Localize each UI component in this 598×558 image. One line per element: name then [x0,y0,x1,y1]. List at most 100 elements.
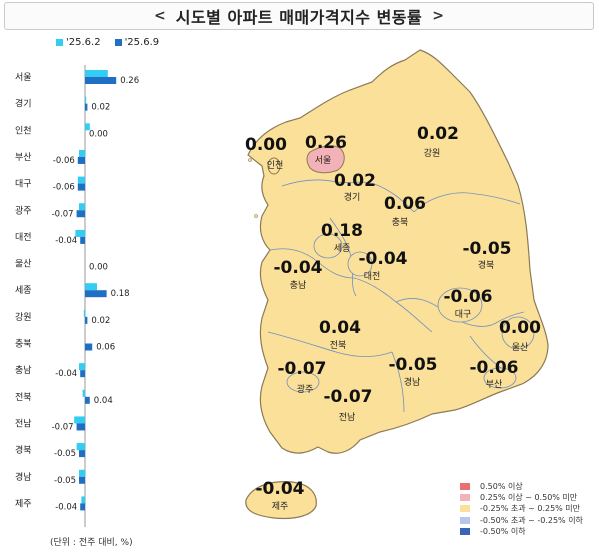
category-label: 전북 [15,392,32,403]
data-label: -0.07 [52,209,74,219]
islet-shape [248,158,252,162]
region-name: 부산 [486,379,503,390]
category-label: 경기 [15,98,32,110]
map-legend-item: -0.25% 초과 ~ 0.25% 미만 [460,503,583,514]
legend-item-curr: '25.6.9 [114,37,160,48]
bar-prev [75,229,85,237]
data-label: 0.02 [91,316,110,326]
data-label: -0.06 [53,156,75,166]
region-name: 서울 [315,155,332,166]
region-value: 0.04 [319,318,361,338]
bar-prev [85,96,87,104]
region-name: 전북 [330,340,347,351]
region-name: 경남 [404,376,421,388]
sejong-shape [313,233,343,259]
region-value: -0.04 [274,258,323,278]
data-label: -0.04 [55,369,77,379]
category-label: 대전 [15,232,32,243]
region-value: -0.05 [389,355,438,375]
category-label: 광주 [15,204,32,216]
map-legend-swatch [460,483,470,491]
region-value: -0.04 [256,479,305,499]
bar-curr [85,103,88,111]
region-value: -0.07 [324,387,373,407]
province-border [267,331,393,357]
province-border [269,248,433,333]
legend-item-prev: '25.6.2 [56,37,101,48]
region-value: 0.06 [384,194,426,214]
legend-label-curr: '25.6.9 [124,37,160,48]
map-legend-item: 0.50% 이상 [460,481,583,492]
bar-curr [85,290,107,298]
map-legend-swatch [460,516,470,524]
bar-prev [85,283,97,291]
bar-curr [85,396,90,404]
map-legend-label: -0.25% 초과 ~ 0.25% 미만 [480,504,581,514]
bar-curr [85,343,93,351]
data-label: -0.04 [55,236,77,246]
bar-prev [76,443,85,451]
legend-swatch-prev [56,39,63,46]
data-label: 0.06 [96,343,115,353]
category-label: 인천 [15,125,32,136]
category-label: 제주 [15,498,32,509]
map-legend-swatch [460,494,470,502]
bar-prev [77,176,85,184]
data-label: 0.04 [94,396,113,406]
category-label: 충남 [15,365,32,376]
region-name: 인천 [267,160,284,171]
daegu-shape [437,287,483,323]
islet-shape [254,214,258,218]
map-legend-label: -0.50% 초과 ~ -0.25% 이하 [480,515,583,525]
bar-prev [81,496,85,504]
seoul-shape [306,145,345,174]
data-label: 0.18 [111,289,130,299]
prev-arrow-icon[interactable]: < [154,8,166,24]
bar-curr [79,450,85,458]
category-label: 서울 [15,72,32,83]
bar-curr [80,370,85,378]
region-name: 전남 [339,412,356,423]
data-label: -0.05 [54,476,76,486]
jeju-shape [245,481,317,520]
category-label: 강원 [15,312,32,323]
data-label: 0.00 [89,129,108,139]
data-label: 0.26 [120,76,139,86]
region-name: 대전 [364,271,381,282]
region-name: 강원 [424,148,441,159]
province-border [395,298,525,327]
category-label: 경남 [15,471,32,483]
region-name: 제주 [272,501,289,512]
bar-prev [79,469,85,477]
next-arrow-icon[interactable]: > [432,8,444,24]
region-value: -0.07 [278,359,327,379]
data-label: 0.02 [91,103,110,113]
map-legend-item: 0.25% 이상 ~ 0.50% 미만 [460,492,583,503]
unit-note: (단위 : 전주 대비, %) [50,538,133,548]
bar-prev [82,389,85,397]
data-label: -0.07 [52,422,74,432]
category-label: 대구 [15,179,32,190]
region-name: 대구 [455,309,472,320]
bar-curr [79,476,85,484]
gwangju-shape [286,371,320,393]
bar-prev [79,203,85,211]
bar-chart-legend: '25.6.2 '25.6.9 [56,37,159,48]
bar-curr [80,236,85,244]
title-bar: < 시도별 아파트 매매가격지수 변동률 > [4,2,594,30]
bar-prev [83,309,85,317]
region-name: 경북 [478,259,495,271]
bar-curr [76,423,85,431]
map-legend-label: 0.25% 이상 ~ 0.50% 미만 [480,493,578,503]
map-legend-label: -0.50% 이하 [480,526,526,536]
region-name: 광주 [297,383,314,395]
map-legend: 0.50% 이상 0.25% 이상 ~ 0.50% 미만 -0.25% 초과 ~ 0… [460,481,583,537]
bar-prev [85,70,108,77]
category-label: 충북 [15,339,32,350]
region-name: 충북 [392,217,409,228]
daejeon-shape [347,251,373,277]
busan-shape [483,367,517,389]
bar-curr [85,77,117,84]
region-name: 경기 [344,191,361,203]
